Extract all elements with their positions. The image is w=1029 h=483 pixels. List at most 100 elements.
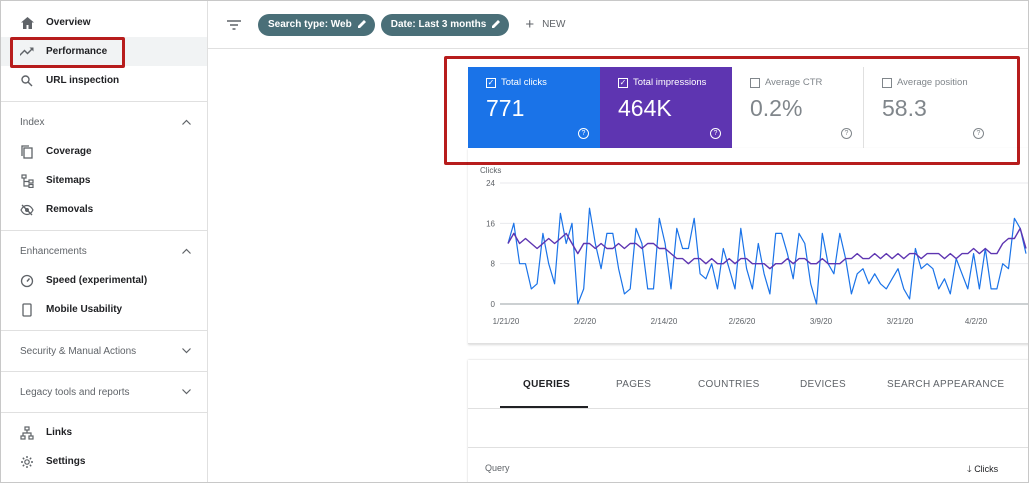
performance-chart-card xyxy=(468,148,1028,344)
metric-value: 464K xyxy=(618,95,672,121)
y-tick-label: 16 xyxy=(486,219,495,228)
y-tick-label: 8 xyxy=(491,260,496,269)
trending-up-icon xyxy=(19,44,35,60)
sidebar: Overview Performance URL inspection Inde… xyxy=(1,1,208,482)
y-tick-label: 24 xyxy=(486,179,495,188)
coverage-icon xyxy=(19,144,35,160)
mobile-icon xyxy=(19,302,35,318)
section-title: Enhancements xyxy=(20,245,87,257)
home-icon xyxy=(19,15,35,31)
metric-value: 58.3 xyxy=(882,95,927,121)
chip-label: Search type: Web xyxy=(268,19,352,30)
section-index-header[interactable]: Index xyxy=(1,112,207,132)
checkbox-unchecked-icon[interactable] xyxy=(882,77,892,88)
gear-icon xyxy=(19,454,35,470)
column-header-query[interactable]: Query xyxy=(485,463,510,473)
chevron-up-icon xyxy=(182,246,191,257)
sidebar-item-overview[interactable]: Overview xyxy=(1,8,207,37)
tab-devices[interactable]: DEVICES xyxy=(800,379,847,390)
active-tab-indicator xyxy=(500,406,588,408)
metric-label: Average position xyxy=(897,77,968,88)
x-tick-label: 2/14/20 xyxy=(651,317,678,326)
section-security-header[interactable]: Security & Manual Actions xyxy=(1,341,207,361)
metric-value: 771 xyxy=(486,95,525,121)
tab-pages[interactable]: PAGES xyxy=(616,379,652,390)
column-header-clicks[interactable]: 🡓 Clicks xyxy=(967,462,998,478)
sidebar-item-label: URL inspection xyxy=(46,75,120,86)
sidebar-item-label: Links xyxy=(46,427,73,438)
sidebar-item-label: Removals xyxy=(46,204,94,215)
new-filter-button[interactable]: + NEW xyxy=(525,16,565,33)
x-tick-label: 2/2/20 xyxy=(574,317,597,326)
help-icon[interactable]: ? xyxy=(973,128,984,139)
metric-card-average-position[interactable]: Average position 58.3 ? xyxy=(864,67,995,148)
metric-card-total-clicks[interactable]: ✓ Total clicks 771 ? xyxy=(468,67,600,148)
sidebar-item-links[interactable]: Links xyxy=(1,418,207,447)
search-type-chip[interactable]: Search type: Web xyxy=(258,13,375,36)
section-enhancements-header[interactable]: Enhancements xyxy=(1,241,207,261)
chip-label: Date: Last 3 months xyxy=(390,19,487,30)
section-title: Index xyxy=(20,116,45,128)
chevron-down-icon xyxy=(182,346,191,357)
tab-countries[interactable]: COUNTRIES xyxy=(698,379,760,390)
sidebar-item-label: Mobile Usability xyxy=(46,304,123,315)
chevron-down-icon xyxy=(182,387,191,398)
pencil-icon xyxy=(492,19,501,31)
x-tick-label: 2/26/20 xyxy=(729,317,756,326)
speed-icon xyxy=(19,273,35,289)
sidebar-item-coverage[interactable]: Coverage xyxy=(1,137,207,166)
chevron-up-icon xyxy=(182,117,191,128)
sidebar-item-settings[interactable]: Settings xyxy=(1,447,207,476)
links-icon xyxy=(19,425,35,441)
date-range-chip[interactable]: Date: Last 3 months xyxy=(380,13,510,36)
tabs-divider xyxy=(468,408,1028,409)
help-icon[interactable]: ? xyxy=(710,128,721,139)
metrics-highlight-box xyxy=(444,56,1020,165)
sidebar-divider xyxy=(1,371,207,372)
tab-search-appearance[interactable]: SEARCH APPEARANCE xyxy=(887,379,1005,390)
sidebar-item-label: Performance xyxy=(46,46,108,57)
sidebar-item-label: Settings xyxy=(46,456,86,467)
sidebar-divider xyxy=(1,101,207,102)
sidebar-item-url-inspection[interactable]: URL inspection xyxy=(1,66,207,95)
checkbox-checked-icon[interactable]: ✓ xyxy=(618,77,628,88)
metric-label: Total clicks xyxy=(501,77,547,88)
filter-icon[interactable] xyxy=(226,17,242,33)
metric-card-total-impressions[interactable]: ✓ Total impressions 464K ? xyxy=(600,67,732,148)
series-line-total-impressions xyxy=(507,227,1027,270)
tab-queries[interactable]: QUERIES xyxy=(523,379,571,390)
new-label: NEW xyxy=(542,19,566,30)
filter-header: Search type: Web Date: Last 3 months + N… xyxy=(208,1,1028,49)
sidebar-item-speed[interactable]: Speed (experimental) xyxy=(1,266,207,295)
sidebar-item-label: Sitemaps xyxy=(46,175,91,186)
sidebar-item-performance[interactable]: Performance xyxy=(1,37,207,66)
help-icon[interactable]: ? xyxy=(578,128,589,139)
checkbox-unchecked-icon[interactable] xyxy=(750,77,760,88)
sidebar-divider xyxy=(1,230,207,231)
column-header-label: Clicks xyxy=(974,464,999,474)
y-axis-label: Clicks xyxy=(480,166,501,175)
sidebar-item-sitemaps[interactable]: Sitemaps xyxy=(1,166,207,195)
metric-label: Average CTR xyxy=(765,77,823,88)
section-title: Legacy tools and reports xyxy=(20,386,130,398)
search-icon xyxy=(19,73,35,89)
x-tick-label: 3/9/20 xyxy=(810,317,833,326)
series-line-total-clicks xyxy=(507,207,1027,305)
help-icon[interactable]: ? xyxy=(841,128,852,139)
arrow-down-icon: 🡓 xyxy=(967,464,975,474)
metric-value: 0.2% xyxy=(750,95,803,121)
sidebar-item-removals[interactable]: Removals xyxy=(1,195,207,224)
performance-line-chart[interactable]: Clicks 24 16 8 0 1/21/20 2/2/20 2/14/20 2/26/20 3… xyxy=(468,161,1029,336)
section-title: Security & Manual Actions xyxy=(20,345,137,357)
section-legacy-header[interactable]: Legacy tools and reports xyxy=(1,382,207,402)
sidebar-item-label: Speed (experimental) xyxy=(46,275,148,286)
metric-label: Total impressions xyxy=(633,77,707,88)
x-tick-label: 1/21/20 xyxy=(493,317,520,326)
checkbox-checked-icon[interactable]: ✓ xyxy=(486,77,496,88)
performance-highlight-box xyxy=(10,37,125,68)
sidebar-item-label: Coverage xyxy=(46,146,92,157)
sidebar-item-mobile-usability[interactable]: Mobile Usability xyxy=(1,295,207,324)
metric-card-average-ctr[interactable]: Average CTR 0.2% ? xyxy=(732,67,864,148)
sidebar-divider xyxy=(1,412,207,413)
